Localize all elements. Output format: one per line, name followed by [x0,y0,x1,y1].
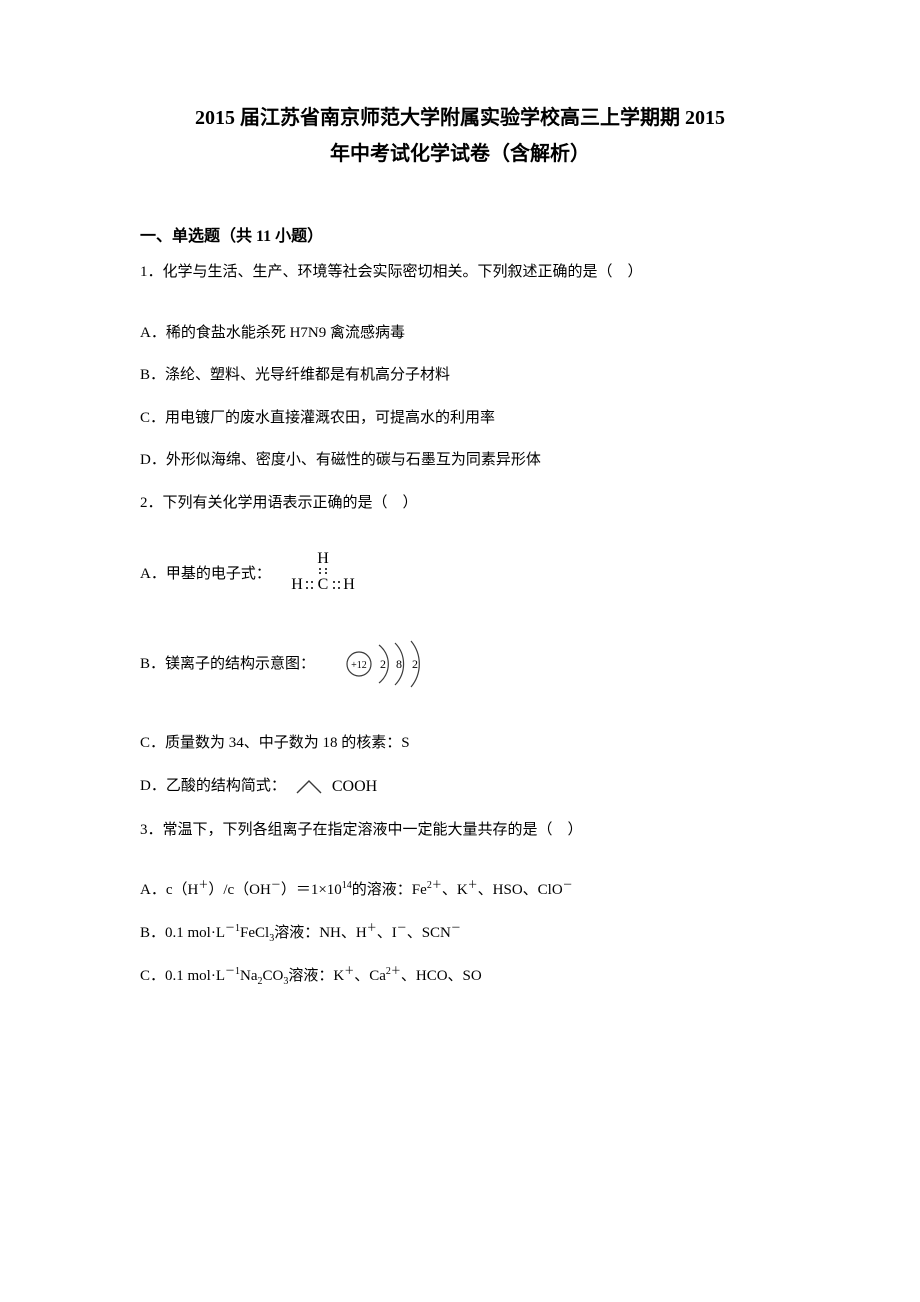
q2-option-a: A．甲基的电子式： H H C H [140,549,780,599]
svg-text:8: 8 [396,657,402,671]
q1-option-b: B．涤纶、塑料、光导纤维都是有机高分子材料 [140,361,780,390]
svg-text:C: C [318,576,329,593]
q3c-t1: C．0.1 mol·L [140,968,225,984]
q3c-t3: CO [263,968,284,984]
angle-line-icon [294,778,324,796]
q2-option-b-prefix: B．镁离子的结构示意图： [140,650,315,679]
q3a-t5: 、K [442,882,468,898]
q3a-s2: － [271,880,281,891]
q3a-s6: － [563,880,573,891]
svg-text:H: H [291,576,303,593]
question-1-stem: 1．化学与生活、生产、环境等社会实际密切相关。下列叙述正确的是（ ） [140,258,780,287]
q3a-t2: ）/c（OH [208,882,271,898]
title-line-1: 2015 届江苏省南京师范大学附属实验学校高三上学期期 2015 [140,100,780,136]
q3c-t6: 、HCO、SO [401,968,482,984]
q3-option-b: B．0.1 mol·L－1FeCl3溶液：NH、H＋、I－、SCN－ [140,919,780,948]
q3a-s1: ＋ [198,880,208,891]
q3b-t4: 、I [377,925,397,941]
q2-option-c: C．质量数为 34、中子数为 18 的核素：S [140,729,780,758]
q3a-t4: 的溶液：Fe [352,882,427,898]
q3c-s2: ＋ [344,966,354,977]
q2-option-d-suffix: COOH [332,772,377,802]
q3b-t5: 、SCN [407,925,451,941]
q3b-t1: B．0.1 mol·L [140,925,225,941]
question-2-stem: 2．下列有关化学用语表示正确的是（ ） [140,489,780,518]
q3a-t6: 、HSO、ClO [478,882,563,898]
q2-option-d-prefix: D．乙酸的结构简式： [140,772,286,801]
mg-ion-structure-icon: +12 2 8 2 [343,637,429,691]
svg-text:H: H [317,550,329,567]
q2-option-d: D．乙酸的结构简式： COOH [140,772,780,802]
q3c-t5: 、Ca [354,968,386,984]
title-line-2: 年中考试化学试卷（含解析） [140,136,780,172]
q3a-s4: 2＋ [427,880,442,891]
q3a-t3: ）＝1×10 [281,882,342,898]
q3b-t3: 溶液：NH、H [274,925,367,941]
q3b-s2: ＋ [367,923,377,934]
q3a-t1: A．c（H [140,882,198,898]
q3c-s3: 2＋ [386,966,401,977]
q2-option-b: B．镁离子的结构示意图： +12 2 8 2 [140,637,780,691]
svg-text:2: 2 [380,657,386,671]
question-3-stem: 3．常温下，下列各组离子在指定溶液中一定能大量共存的是（ ） [140,816,780,845]
q3b-s3: － [397,923,407,934]
q3b-s1: －1 [225,923,240,934]
q3c-t4: 溶液：K [288,968,344,984]
q3c-t2: Na [240,968,258,984]
exam-title: 2015 届江苏省南京师范大学附属实验学校高三上学期期 2015 年中考试化学试… [140,100,780,172]
q3b-s4: － [451,923,461,934]
methyl-electron-icon: H H C H [279,549,367,599]
q3b-t2: FeCl [240,925,269,941]
q3a-s3: 14 [342,880,352,891]
svg-text:+12: +12 [351,660,367,671]
svg-text:H: H [343,576,355,593]
q3-option-a: A．c（H＋）/c（OH－）＝1×1014的溶液：Fe2＋、K＋、HSO、ClO… [140,876,780,905]
section-heading: 一、单选题（共 11 小题） [140,222,780,246]
q3-option-c: C．0.1 mol·L－1Na2CO3溶液：K＋、Ca2＋、HCO、SO [140,962,780,991]
q1-option-a: A．稀的食盐水能杀死 H7N9 禽流感病毒 [140,319,780,348]
svg-text:2: 2 [412,657,418,671]
q3a-s5: ＋ [468,880,478,891]
q3c-s1: －1 [225,966,240,977]
q2-option-a-prefix: A．甲基的电子式： [140,560,271,589]
q1-option-c: C．用电镀厂的废水直接灌溉农田，可提高水的利用率 [140,404,780,433]
q1-option-d: D．外形似海绵、密度小、有磁性的碳与石墨互为同素异形体 [140,446,780,475]
